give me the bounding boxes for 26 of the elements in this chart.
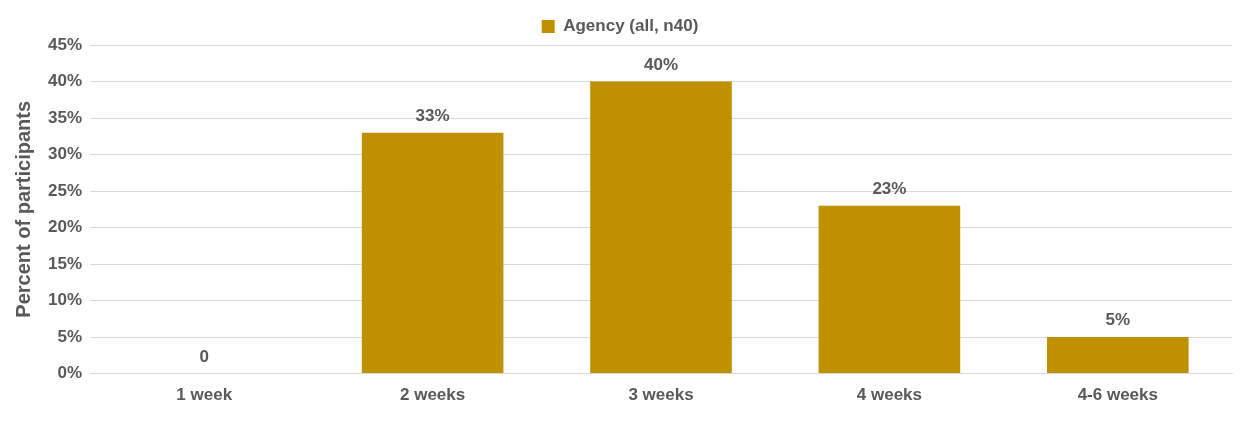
data-label: 33% bbox=[415, 105, 450, 125]
data-label: 5% bbox=[1105, 310, 1131, 330]
data-label: 0 bbox=[199, 346, 209, 366]
x-tick-label: 4-6 weeks bbox=[1077, 385, 1158, 405]
data-label: 40% bbox=[644, 54, 679, 74]
y-axis-title: Percent of participants bbox=[11, 100, 34, 318]
y-tick-label: 30% bbox=[47, 144, 83, 164]
y-tick-label: 45% bbox=[47, 34, 83, 54]
y-tick-label: 25% bbox=[47, 180, 83, 200]
data-label: 23% bbox=[872, 178, 907, 198]
x-tick-label: 3 weeks bbox=[628, 385, 694, 405]
bar bbox=[590, 81, 732, 374]
bar bbox=[361, 132, 504, 374]
x-tick-label: 4 weeks bbox=[856, 385, 923, 405]
bar bbox=[1047, 337, 1189, 374]
y-tick-label: 40% bbox=[47, 71, 83, 91]
x-tick-label: 2 weeks bbox=[400, 385, 466, 405]
y-tick-label: 5% bbox=[57, 326, 83, 346]
legend-label: Agency (all, n40) bbox=[563, 16, 699, 36]
y-tick-label: 0% bbox=[57, 363, 83, 383]
y-tick-label: 15% bbox=[47, 253, 83, 273]
x-tick-label: 1 week bbox=[176, 385, 233, 405]
bar bbox=[818, 205, 961, 374]
y-tick-label: 10% bbox=[47, 290, 83, 310]
y-tick-label: 20% bbox=[47, 217, 83, 237]
y-tick-label: 35% bbox=[47, 107, 83, 127]
